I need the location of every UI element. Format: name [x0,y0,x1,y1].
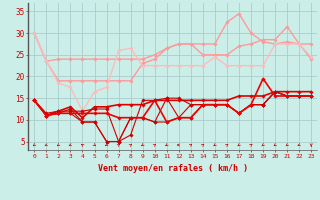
X-axis label: Vent moyen/en rafales ( km/h ): Vent moyen/en rafales ( km/h ) [98,164,248,173]
